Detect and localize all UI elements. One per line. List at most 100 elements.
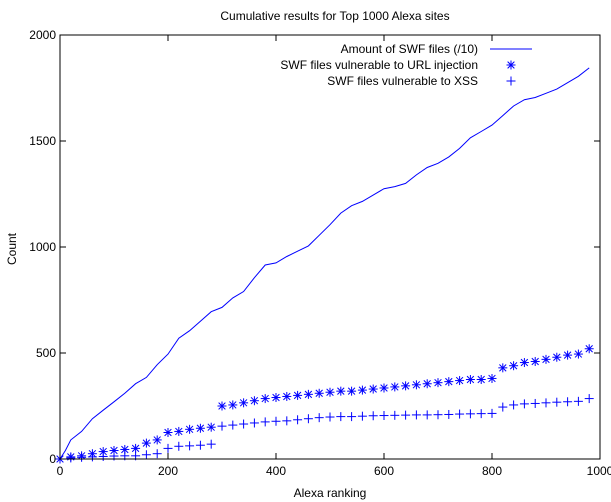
star-marker — [239, 398, 249, 408]
star-marker — [195, 423, 205, 433]
plus-marker — [411, 410, 421, 420]
star-marker — [141, 438, 151, 448]
star-marker — [390, 382, 400, 392]
legend-label: SWF files vulnerable to URL injection — [280, 58, 478, 72]
plus-marker — [239, 419, 249, 429]
plus-marker — [541, 398, 551, 408]
plus-marker — [228, 420, 238, 430]
plus-marker — [152, 449, 162, 459]
star-marker — [347, 386, 357, 396]
star-marker — [584, 344, 594, 354]
plus-marker — [141, 450, 151, 460]
star-marker — [303, 389, 313, 399]
star-marker — [260, 394, 270, 404]
star-marker — [336, 386, 346, 396]
plus-marker — [357, 411, 367, 421]
plus-marker — [206, 439, 216, 449]
plus-marker — [487, 408, 497, 418]
star-marker — [487, 373, 497, 383]
plus-marker — [444, 409, 454, 419]
plus-marker — [174, 441, 184, 451]
star-marker — [379, 383, 389, 393]
star-marker — [498, 363, 508, 373]
chart-title: Cumulative results for Top 1000 Alexa si… — [220, 9, 449, 23]
plus-marker — [530, 398, 540, 408]
star-marker — [325, 387, 335, 397]
star-marker — [552, 352, 562, 362]
y-axis-label: Count — [5, 232, 19, 265]
star-marker — [152, 435, 162, 445]
plus-marker — [498, 402, 508, 412]
star-marker — [509, 361, 519, 371]
x-tick-label: 600 — [374, 464, 394, 478]
plus-marker — [217, 421, 227, 431]
plus-marker — [401, 410, 411, 420]
star-marker — [563, 350, 573, 360]
star-marker — [357, 385, 367, 395]
plus-marker — [249, 418, 259, 428]
star-marker — [401, 381, 411, 391]
series-line — [59, 67, 590, 460]
star-marker — [368, 384, 378, 394]
star-marker — [228, 400, 238, 410]
plus-marker — [584, 394, 594, 404]
star-marker — [293, 390, 303, 400]
star-marker — [282, 391, 292, 401]
y-tick-label: 500 — [36, 346, 56, 360]
plus-marker — [325, 412, 335, 422]
plus-marker — [185, 441, 195, 451]
star-marker — [249, 396, 259, 406]
legend: Amount of SWF files (/10) SWF files vulne… — [280, 42, 532, 88]
plus-marker — [455, 409, 465, 419]
plus-marker — [368, 411, 378, 421]
star-marker — [573, 349, 583, 359]
plus-marker — [476, 409, 486, 419]
x-axis-label: Alexa ranking — [294, 486, 367, 500]
plus-marker — [379, 411, 389, 421]
plus-marker — [66, 453, 76, 463]
star-marker — [444, 377, 454, 387]
series-0 — [59, 67, 590, 460]
plus-marker — [422, 410, 432, 420]
series-1 — [55, 344, 594, 464]
y-tick-label: 2000 — [29, 28, 56, 42]
legend-label: SWF files vulnerable to XSS — [327, 74, 478, 88]
x-tick-label: 1000 — [587, 464, 611, 478]
plus-marker — [98, 451, 108, 461]
star-marker — [174, 426, 184, 436]
star-marker — [411, 380, 421, 390]
star-marker — [217, 401, 227, 411]
star-marker — [455, 376, 465, 386]
plus-marker — [465, 409, 475, 419]
star-marker — [163, 428, 173, 437]
plus-marker — [390, 410, 400, 420]
plus-marker — [77, 452, 87, 462]
x-tick-label: 200 — [158, 464, 178, 478]
star-marker — [465, 375, 475, 384]
star-marker — [185, 424, 195, 434]
star-marker — [314, 388, 324, 398]
plus-marker — [293, 415, 303, 425]
legend-label: Amount of SWF files (/10) — [341, 42, 478, 56]
plus-marker — [552, 397, 562, 407]
x-tick-label: 0 — [57, 464, 64, 478]
plot-frame — [59, 34, 601, 460]
star-marker — [422, 379, 432, 389]
plus-marker — [195, 440, 205, 450]
y-axis: 0 500 1000 1500 2000 — [29, 28, 600, 466]
star-marker — [541, 354, 551, 364]
plus-marker — [260, 417, 270, 427]
plus-marker — [282, 416, 292, 426]
series-2 — [55, 394, 594, 464]
plus-marker — [433, 410, 443, 420]
star-marker — [476, 375, 486, 384]
plus-marker — [163, 443, 173, 453]
y-tick-label: 1000 — [29, 240, 56, 254]
x-axis: 0 200 400 600 800 1000 — [57, 35, 611, 478]
plus-marker — [87, 452, 97, 462]
plus-marker — [563, 397, 573, 407]
legend-key — [506, 76, 516, 86]
star-marker — [271, 393, 281, 403]
plus-marker — [314, 413, 324, 423]
